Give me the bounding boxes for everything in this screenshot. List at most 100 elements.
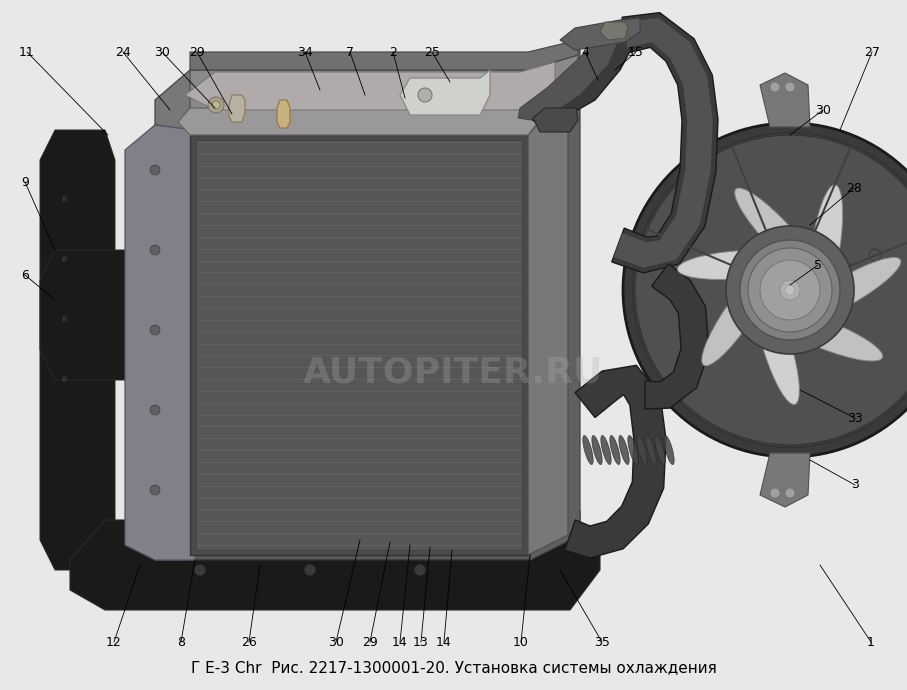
Polygon shape (611, 12, 718, 273)
Text: 35: 35 (594, 635, 610, 649)
Circle shape (635, 135, 907, 445)
Text: 28: 28 (846, 181, 862, 195)
Polygon shape (760, 453, 810, 507)
Ellipse shape (795, 257, 901, 322)
Text: 10: 10 (513, 635, 529, 649)
Ellipse shape (702, 265, 774, 366)
Text: 25: 25 (424, 46, 440, 59)
Text: AUTOPITER.RU: AUTOPITER.RU (303, 355, 604, 390)
Circle shape (150, 485, 160, 495)
Text: 34: 34 (297, 46, 313, 59)
Circle shape (760, 260, 820, 320)
Circle shape (623, 123, 907, 457)
Circle shape (869, 249, 881, 261)
Text: 30: 30 (154, 46, 170, 59)
Circle shape (633, 133, 907, 447)
Polygon shape (528, 90, 568, 555)
Polygon shape (190, 55, 578, 135)
Polygon shape (525, 30, 635, 125)
Text: 3: 3 (851, 478, 859, 491)
Text: 11: 11 (19, 46, 34, 59)
Ellipse shape (592, 435, 602, 464)
Circle shape (150, 165, 160, 175)
Polygon shape (70, 520, 600, 610)
Ellipse shape (646, 435, 656, 464)
Text: 14: 14 (436, 635, 452, 649)
Text: 29: 29 (190, 46, 205, 59)
Text: Г Е-3 Chr  Рис. 2217-1300001-20. Установка системы охлаждения: Г Е-3 Chr Рис. 2217-1300001-20. Установк… (190, 660, 717, 676)
Circle shape (212, 101, 220, 109)
Polygon shape (196, 140, 522, 550)
Text: 33: 33 (847, 411, 863, 424)
Circle shape (150, 325, 160, 335)
Text: 7: 7 (346, 46, 354, 59)
Text: 24: 24 (115, 46, 131, 59)
Circle shape (869, 269, 881, 281)
Ellipse shape (755, 288, 799, 404)
Circle shape (854, 269, 866, 281)
Text: 27: 27 (864, 46, 880, 59)
Ellipse shape (600, 435, 611, 464)
Polygon shape (600, 22, 628, 40)
Ellipse shape (583, 435, 593, 464)
Polygon shape (40, 130, 115, 570)
Circle shape (785, 285, 795, 295)
Text: 2: 2 (389, 46, 397, 59)
Circle shape (748, 248, 832, 332)
Text: 4: 4 (581, 46, 589, 59)
Polygon shape (565, 365, 666, 558)
Text: 14: 14 (392, 635, 408, 649)
Polygon shape (760, 73, 810, 127)
Circle shape (780, 280, 800, 300)
Polygon shape (533, 108, 578, 132)
Polygon shape (130, 125, 190, 560)
Ellipse shape (810, 185, 843, 304)
Text: 30: 30 (815, 104, 831, 117)
Polygon shape (560, 18, 640, 50)
Circle shape (208, 97, 224, 113)
Polygon shape (518, 32, 618, 120)
Circle shape (418, 88, 432, 102)
Polygon shape (190, 40, 578, 70)
Circle shape (414, 564, 426, 576)
Circle shape (726, 226, 854, 354)
Ellipse shape (678, 250, 798, 279)
Text: ®: ® (62, 257, 69, 263)
Text: 13: 13 (413, 635, 429, 649)
Ellipse shape (610, 435, 620, 464)
Circle shape (150, 245, 160, 255)
Circle shape (740, 240, 840, 340)
Polygon shape (277, 100, 290, 128)
Circle shape (770, 82, 780, 92)
Polygon shape (530, 80, 580, 560)
Polygon shape (125, 125, 195, 560)
Ellipse shape (628, 435, 639, 464)
Polygon shape (178, 95, 540, 135)
Text: 29: 29 (362, 635, 378, 649)
Ellipse shape (619, 435, 629, 464)
Circle shape (770, 488, 780, 498)
Text: 9: 9 (21, 175, 29, 188)
Text: ®: ® (62, 317, 69, 323)
Text: ®: ® (62, 197, 69, 203)
Text: 30: 30 (328, 635, 344, 649)
Text: 5: 5 (814, 259, 822, 271)
Text: 26: 26 (241, 635, 257, 649)
Ellipse shape (735, 188, 819, 279)
Text: 6: 6 (21, 268, 29, 282)
Ellipse shape (770, 310, 883, 361)
Text: 15: 15 (628, 46, 644, 59)
Circle shape (194, 564, 206, 576)
Polygon shape (40, 250, 250, 380)
Polygon shape (185, 62, 555, 110)
Text: 8: 8 (177, 635, 185, 649)
Circle shape (150, 405, 160, 415)
Circle shape (785, 82, 795, 92)
Circle shape (785, 488, 795, 498)
Polygon shape (190, 135, 528, 555)
Polygon shape (155, 50, 580, 130)
Text: 1: 1 (867, 635, 875, 649)
Polygon shape (400, 70, 490, 115)
Ellipse shape (637, 435, 648, 464)
Text: 12: 12 (106, 635, 122, 649)
